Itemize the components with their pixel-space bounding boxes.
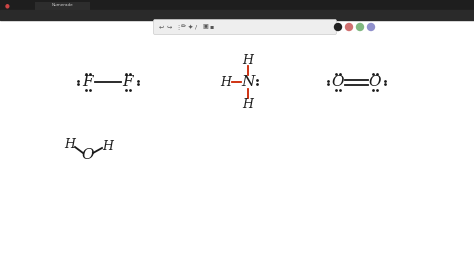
Text: ↩: ↩ (159, 24, 164, 30)
Text: H: H (243, 53, 254, 67)
Text: O: O (82, 148, 94, 162)
Text: ▪: ▪ (209, 24, 213, 30)
Text: /: / (195, 24, 197, 30)
Text: F: F (82, 75, 93, 89)
Text: ●: ● (5, 3, 10, 8)
Bar (35, 2, 90, 10)
Text: N: N (241, 75, 255, 89)
Circle shape (367, 23, 374, 31)
Circle shape (335, 23, 341, 31)
Text: H: H (243, 97, 254, 111)
Circle shape (356, 23, 364, 31)
Text: H: H (220, 76, 231, 88)
Text: O: O (369, 75, 381, 89)
Text: H: H (102, 141, 113, 153)
Text: O: O (332, 75, 344, 89)
Bar (0, 10, 474, 20)
Text: ✦: ✦ (188, 24, 193, 30)
Text: Numerade: Numerade (51, 3, 73, 7)
Text: H: H (64, 139, 75, 151)
Text: ✏: ✏ (181, 24, 186, 30)
FancyBboxPatch shape (154, 20, 337, 34)
Text: ⋮: ⋮ (175, 24, 181, 30)
Circle shape (346, 23, 353, 31)
Text: ↪: ↪ (167, 24, 172, 30)
Bar (0, 0, 474, 10)
Text: ▣: ▣ (202, 24, 208, 30)
Text: F: F (123, 75, 133, 89)
